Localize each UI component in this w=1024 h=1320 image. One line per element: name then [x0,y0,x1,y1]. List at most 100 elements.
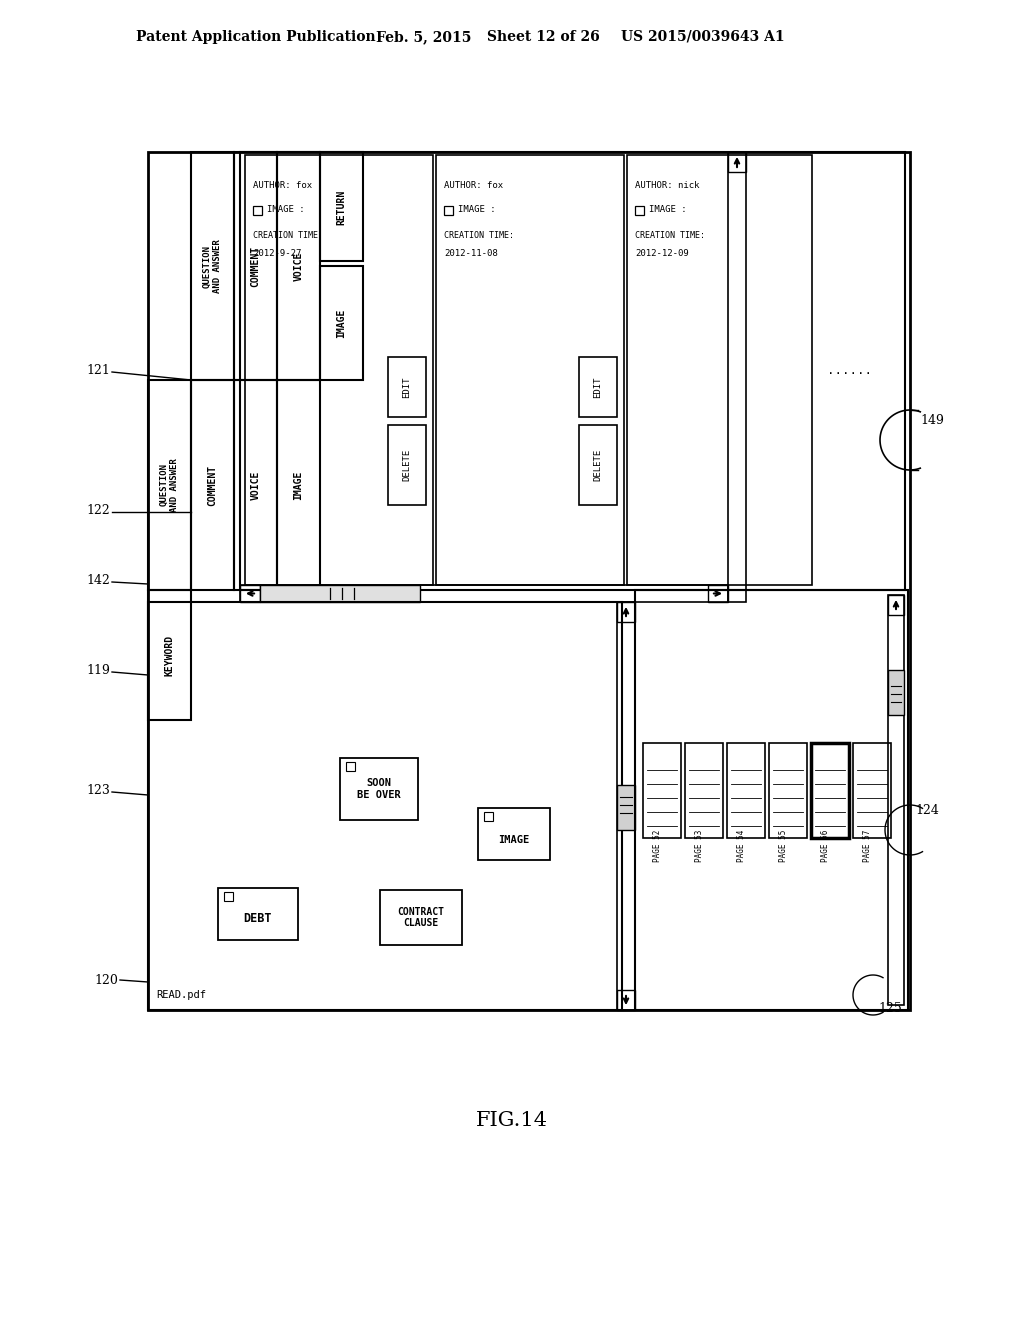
Bar [319,267,362,380]
Text: RETURN: RETURN [337,189,346,224]
Bar [240,585,728,602]
Bar [234,380,278,590]
Bar [340,758,418,820]
Text: CREATION TIME:: CREATION TIME: [444,231,514,239]
Text: 142: 142 [86,573,110,586]
Bar [148,380,191,590]
Text: 2012-12-09: 2012-12-09 [635,248,689,257]
Text: PAGE 55: PAGE 55 [779,830,788,862]
Text: 124: 124 [915,804,939,817]
Bar [643,743,681,838]
Text: PAGE 53: PAGE 53 [695,830,705,862]
Text: DELETE: DELETE [594,449,602,480]
Bar [728,152,746,602]
Bar [685,743,723,838]
Text: CONTRACT
CLAUSE: CONTRACT CLAUSE [397,907,444,928]
Bar [234,152,278,380]
Text: Patent Application Publication: Patent Application Publication [136,30,376,44]
Bar [888,671,904,715]
Bar [627,154,812,585]
Text: AUTHOR: fox: AUTHOR: fox [444,181,503,190]
Bar [148,152,910,1010]
Text: IMAGE: IMAGE [337,309,346,338]
Text: DELETE: DELETE [402,449,412,480]
Text: IMAGE: IMAGE [294,470,303,500]
Text: READ.pdf: READ.pdf [156,990,206,1001]
Text: KEYWORD: KEYWORD [165,635,174,676]
Bar [635,206,644,215]
Bar [444,206,453,215]
Text: IMAGE :: IMAGE : [267,206,304,214]
Text: 123: 123 [86,784,110,796]
Bar [484,812,493,821]
Bar [853,743,891,838]
Text: IMAGE :: IMAGE : [458,206,496,214]
Text: AUTHOR: nick: AUTHOR: nick [635,181,699,190]
Bar [579,356,617,417]
Text: VOICE: VOICE [294,251,303,281]
Text: 121: 121 [86,363,110,376]
Bar [278,380,319,590]
Text: PAGE 52: PAGE 52 [653,830,662,862]
Text: IMAGE :: IMAGE : [649,206,687,214]
Text: DEBT: DEBT [244,912,272,924]
Text: PAGE 54: PAGE 54 [737,830,746,862]
Bar [224,892,233,902]
Bar [617,602,635,622]
Bar [218,888,298,940]
Text: QUESTION
AND ANSWER: QUESTION AND ANSWER [160,458,179,512]
Text: 125: 125 [878,1002,902,1015]
Bar [811,743,849,838]
Text: CREATION TIME:: CREATION TIME: [253,231,323,239]
Bar [260,585,420,602]
Bar [380,890,462,945]
Bar [388,356,426,417]
Text: EDIT: EDIT [594,376,602,397]
Bar [769,743,807,838]
Bar [617,785,635,830]
Text: 2012-11-08: 2012-11-08 [444,248,498,257]
Bar [888,595,904,615]
Bar [148,602,622,1010]
Text: SOON
BE OVER: SOON BE OVER [357,779,400,800]
Bar [617,990,635,1010]
Bar [278,152,319,380]
Bar [635,590,908,1010]
Text: 122: 122 [86,503,110,516]
Bar [579,425,617,506]
Bar [319,152,362,261]
Bar [245,154,433,585]
Bar [240,152,905,590]
Text: US 2015/0039643 A1: US 2015/0039643 A1 [621,30,784,44]
Text: 119: 119 [86,664,110,676]
Text: PAGE 56: PAGE 56 [821,830,830,862]
Text: AUTHOR: fox: AUTHOR: fox [253,181,312,190]
Text: CREATION TIME:: CREATION TIME: [635,231,705,239]
Text: Sheet 12 of 26: Sheet 12 of 26 [487,30,600,44]
Bar [346,762,355,771]
Bar [436,154,624,585]
Bar [191,380,234,590]
Text: COMMENT: COMMENT [251,246,260,286]
Text: COMMENT: COMMENT [208,465,217,506]
Text: FIG.14: FIG.14 [476,1110,548,1130]
Bar [727,743,765,838]
Bar [708,585,728,602]
Bar [617,602,635,1010]
Text: ......: ...... [827,363,872,376]
Bar [240,585,260,602]
Bar [253,206,262,215]
Bar [728,152,746,172]
Text: VOICE: VOICE [251,470,260,500]
Text: PAGE 57: PAGE 57 [863,830,872,862]
Bar [191,152,234,380]
Bar [148,590,191,719]
Text: 2012-9-27: 2012-9-27 [253,248,301,257]
Text: QUESTION
AND ANSWER: QUESTION AND ANSWER [203,239,222,293]
Text: Feb. 5, 2015: Feb. 5, 2015 [376,30,471,44]
Text: 149: 149 [920,413,944,426]
Bar [388,425,426,506]
Text: IMAGE: IMAGE [499,836,529,845]
Bar [478,808,550,861]
Text: 120: 120 [94,974,118,986]
